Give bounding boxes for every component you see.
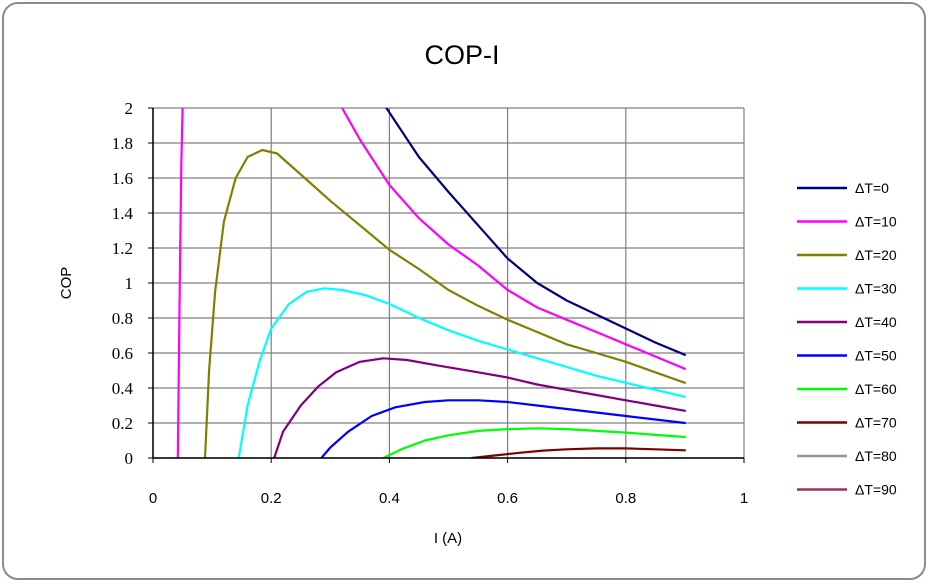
y-tick-label: 1.8 (112, 134, 133, 153)
cop-current-chart: COP-I 0 0.2 0.4 0.6 0.8 1 1.2 1.4 1.6 1.8 2 0 0.2 0.… (58, 40, 897, 547)
legend-label: ΔT=10 (855, 214, 897, 230)
legend-label: ΔT=90 (855, 482, 897, 498)
y-axis-label: COP (58, 267, 75, 300)
legend-label: ΔT=50 (855, 348, 897, 364)
legend: ΔT=0 ΔT=10 ΔT=20 ΔT=30 ΔT=40 ΔT=50 ΔT=60 ΔT=70 Δ… (797, 180, 897, 498)
y-tick-label: 1.2 (112, 239, 133, 258)
legend-label: ΔT=70 (855, 415, 897, 431)
y-tick-label: 1 (125, 274, 134, 293)
y-tick-labels: 0 0.2 0.4 0.6 0.8 1 1.2 1.4 1.6 1.8 2 (112, 99, 134, 468)
y-tick-label: 0.2 (112, 414, 133, 433)
y-tick-label: 2 (125, 99, 134, 118)
y-tick-label: 1.6 (112, 169, 133, 188)
series-line (385, 108, 686, 356)
legend-label: ΔT=40 (855, 314, 897, 330)
y-tick-label: 0.8 (112, 309, 133, 328)
x-tick-label: 1 (740, 490, 748, 507)
x-tick-label: 0 (149, 490, 157, 507)
x-tick-label: 0.8 (615, 490, 636, 507)
x-tick-label: 0.4 (379, 490, 400, 507)
y-tick-label: 0.6 (112, 344, 133, 363)
legend-label: ΔT=0 (855, 180, 889, 196)
x-tick-label: 0.6 (497, 490, 518, 507)
legend-label: ΔT=80 (855, 448, 897, 464)
series-line (382, 427, 686, 458)
x-tick-label: 0.2 (261, 490, 282, 507)
series-line (471, 447, 686, 458)
series-line (237, 287, 686, 458)
legend-label: ΔT=60 (855, 381, 897, 397)
axes (148, 107, 745, 463)
chart-title: COP-I (424, 40, 499, 70)
y-tick-label: 0 (125, 449, 134, 468)
series-line (341, 108, 686, 370)
series-line (320, 399, 686, 458)
series-line (176, 108, 184, 458)
series-line (203, 148, 686, 458)
y-tick-label: 1.4 (112, 204, 134, 223)
y-tick-label: 0.4 (112, 379, 134, 398)
x-axis-label: I (A) (434, 530, 462, 547)
series-line (273, 357, 686, 458)
legend-label: ΔT=20 (855, 247, 897, 263)
series-layer (176, 108, 686, 458)
x-tick-labels: 0 0.2 0.4 0.6 0.8 1 (149, 490, 748, 507)
legend-label: ΔT=30 (855, 281, 897, 297)
